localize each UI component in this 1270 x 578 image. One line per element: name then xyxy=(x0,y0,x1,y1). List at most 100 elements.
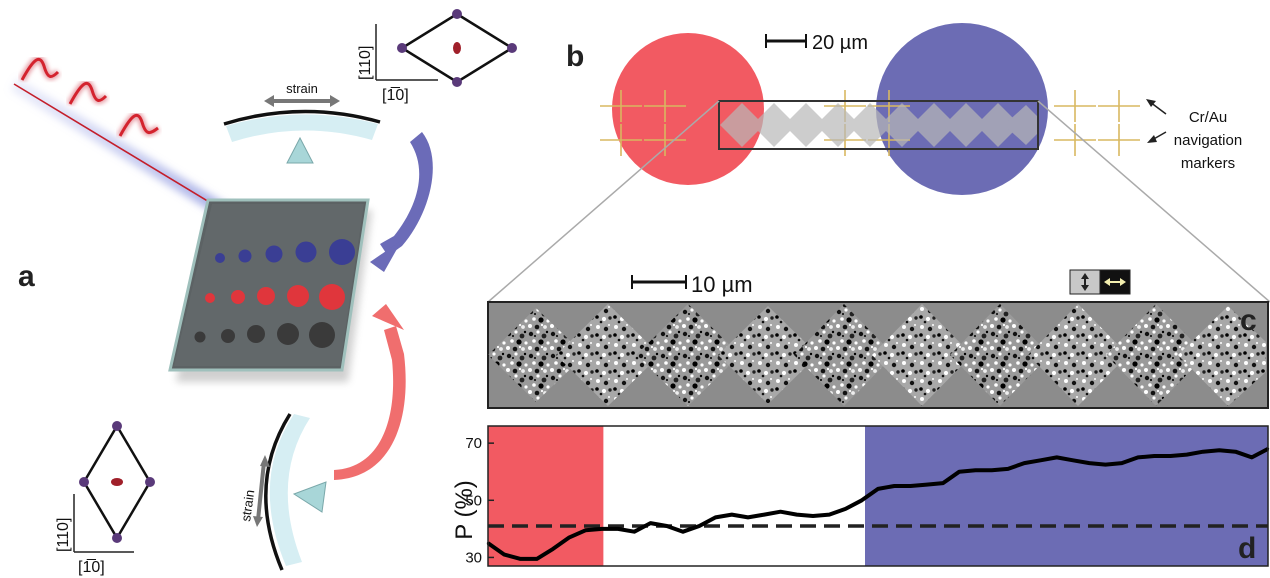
chart-region-0 xyxy=(488,426,604,566)
data-point xyxy=(925,483,928,486)
panel-c: c 10 µm xyxy=(487,269,1269,409)
axis-label-y-bottom: [110] xyxy=(55,518,72,552)
panel-label-c: c xyxy=(1240,304,1257,337)
diamond-strip xyxy=(720,103,1038,147)
y-tick-label: 70 xyxy=(465,435,482,452)
y-tick-label: 30 xyxy=(465,549,482,566)
data-point xyxy=(1218,449,1221,452)
fulcrum-triangle-bottom xyxy=(292,481,327,513)
chart-frame xyxy=(487,425,1269,567)
data-point xyxy=(503,553,506,556)
strain-bender-bottom: strain xyxy=(238,413,327,571)
data-point xyxy=(1185,453,1188,456)
data-point xyxy=(860,499,863,502)
y-tick-label: 50 xyxy=(465,492,482,509)
data-point xyxy=(665,524,668,528)
data-point xyxy=(730,513,733,516)
curved-arrow-blue xyxy=(370,132,433,272)
strain-label-top: strain xyxy=(286,81,318,96)
strain-arrow-bottom xyxy=(256,461,266,521)
data-point xyxy=(844,507,847,511)
unit-cell-top: [110] [1̅0] xyxy=(357,9,517,104)
data-point xyxy=(958,470,961,473)
data-point xyxy=(584,529,587,532)
data-point xyxy=(746,516,750,519)
axis-label-x-bottom: [1̅0] xyxy=(78,558,105,576)
zoom-line-left xyxy=(487,100,720,303)
data-point xyxy=(1153,454,1156,458)
data-point xyxy=(568,536,571,539)
scale-label-20um: 20 µm xyxy=(812,32,868,54)
data-point xyxy=(535,557,538,561)
atom-top xyxy=(452,9,462,19)
chart-region-1 xyxy=(865,426,1268,566)
data-point xyxy=(974,469,977,472)
data-point xyxy=(1169,454,1172,458)
panel-label-b: b xyxy=(566,40,584,73)
contrast-legend xyxy=(1069,269,1131,295)
caption-line-3: markers xyxy=(1181,155,1235,172)
zoom-line-right xyxy=(1037,100,1270,303)
data-point xyxy=(1023,461,1026,465)
panel-d: 30 50 70 P (%) d xyxy=(451,425,1270,567)
zoom-rectangle xyxy=(718,100,1039,150)
red-circle-region xyxy=(612,33,764,185)
y-axis-label: P (%) xyxy=(451,480,478,540)
atom-right xyxy=(507,43,517,53)
data-point xyxy=(1071,459,1075,462)
axis-label-y-top: [110] xyxy=(357,46,374,80)
atom-center xyxy=(453,42,461,54)
scale-bar-10um: 10 µm xyxy=(631,272,753,297)
data-point xyxy=(811,514,815,518)
dot-array xyxy=(194,239,355,348)
data-point xyxy=(893,484,896,488)
data-point xyxy=(1201,450,1205,453)
data-point xyxy=(551,547,555,551)
panel-label-d: d xyxy=(1238,532,1256,565)
strain-bender-top: strain xyxy=(223,81,381,164)
data-point xyxy=(600,527,603,531)
data-point xyxy=(616,527,620,531)
data-point xyxy=(633,530,636,533)
data-point xyxy=(698,524,701,528)
data-point xyxy=(1104,463,1107,466)
data-point xyxy=(519,557,522,561)
data-point xyxy=(876,487,880,491)
data-point xyxy=(779,510,782,513)
atom-bottom xyxy=(452,77,462,87)
panel-a: a xyxy=(10,9,517,576)
data-point xyxy=(1234,450,1237,453)
chart-regions xyxy=(488,426,1268,566)
atom-left xyxy=(397,43,407,53)
light-pulses xyxy=(18,55,161,138)
strain-label-bottom: strain xyxy=(238,489,257,523)
data-point xyxy=(714,516,717,519)
data-point xyxy=(1120,461,1123,465)
data-point xyxy=(990,469,993,472)
panel-b: b xyxy=(487,23,1270,303)
marker-caption: Cr/Au navigation markers xyxy=(1146,99,1242,172)
panel-label-a: a xyxy=(18,260,35,293)
curved-arrow-red xyxy=(334,304,406,480)
data-point xyxy=(1039,459,1042,462)
data-point xyxy=(828,513,831,516)
data-point xyxy=(1006,467,1010,471)
data-point xyxy=(795,513,798,516)
axis-label-x-top: [1̅0] xyxy=(382,86,409,104)
navigation-markers xyxy=(600,90,1140,156)
data-point xyxy=(1088,461,1091,465)
scale-bar-20um: 20 µm xyxy=(765,32,868,54)
fulcrum-triangle-top xyxy=(286,136,314,164)
caption-line-2: navigation xyxy=(1174,132,1242,149)
y-axis-ticks: 30 50 70 xyxy=(465,435,494,566)
scale-label-10um: 10 µm xyxy=(691,272,753,297)
caption-line-1: Cr/Au xyxy=(1189,109,1227,126)
data-point xyxy=(1136,456,1140,459)
data-point xyxy=(681,530,685,533)
data-point xyxy=(941,481,945,485)
data-point xyxy=(763,513,766,516)
data-point xyxy=(1250,456,1253,459)
data-point xyxy=(909,484,912,488)
data-point xyxy=(1055,456,1058,459)
